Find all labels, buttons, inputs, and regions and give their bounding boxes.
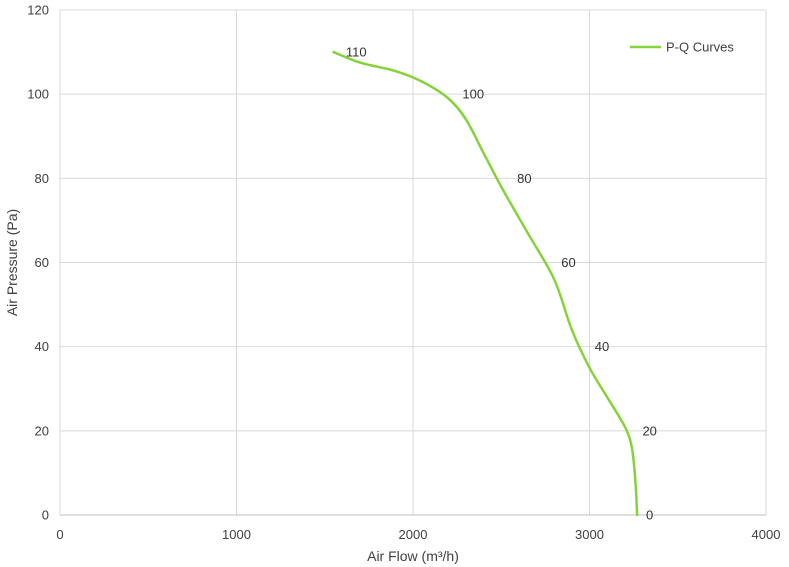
y-tick-label: 0 — [42, 508, 49, 523]
series — [332, 50, 639, 517]
x-tick-label: 2000 — [399, 527, 428, 542]
y-axis-title: Air Pressure (Pa) — [4, 209, 20, 316]
x-tick-label: 3000 — [575, 527, 604, 542]
y-tick-label: 120 — [27, 3, 49, 18]
y-tick-label: 100 — [27, 87, 49, 102]
y-tick-label: 80 — [35, 171, 49, 186]
series-line — [332, 50, 639, 517]
point-label: 0 — [646, 508, 653, 523]
point-label: 100 — [462, 87, 484, 102]
y-tick-label: 60 — [35, 255, 49, 270]
x-axis-title: Air Flow (m³/h) — [367, 548, 459, 564]
x-tick-label: 0 — [56, 527, 63, 542]
point-labels: 110 100 80 60 40 20 0 — [346, 45, 657, 523]
point-label: 110 — [346, 45, 367, 60]
point-label: 60 — [561, 255, 575, 270]
point-label: 40 — [595, 339, 609, 354]
legend-label: P-Q Curves — [666, 40, 734, 55]
y-tick-label: 20 — [35, 423, 49, 438]
x-tick-label: 1000 — [222, 527, 251, 542]
y-tick-label: 40 — [35, 339, 49, 354]
point-label: 20 — [642, 423, 656, 438]
grid — [59, 9, 767, 516]
x-tick-label: 4000 — [752, 527, 781, 542]
legend: P-Q Curves — [630, 40, 734, 55]
point-label: 80 — [517, 171, 531, 186]
